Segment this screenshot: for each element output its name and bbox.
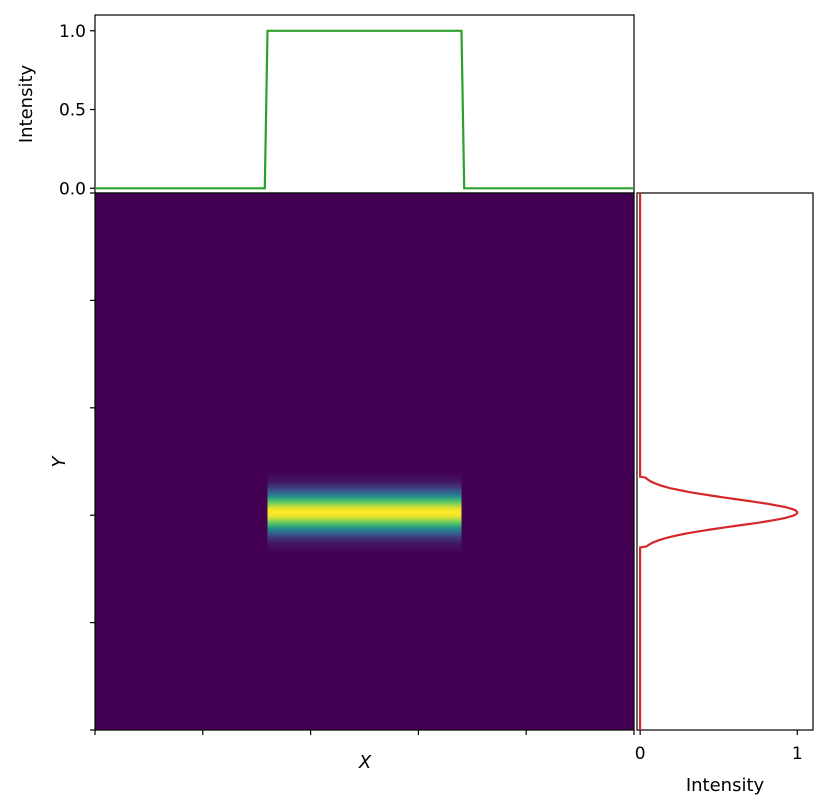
heatmap-background	[95, 193, 634, 730]
main-x-axis-label: X	[358, 752, 372, 773]
right-x-axis-label: Intensity	[686, 775, 765, 796]
right-x-tick-label: 1	[792, 744, 803, 764]
main-y-ticks	[90, 192, 95, 731]
red-intensity-line	[639, 193, 799, 730]
main-x-ticks	[94, 730, 635, 735]
green-intensity-line	[95, 29, 634, 190]
top-y-tick-label: 1.0	[59, 22, 86, 42]
top-y-tick-label: 0.5	[59, 101, 86, 121]
top-y-ticks: 0.0 0.5 1.0	[59, 22, 95, 199]
top-panel-frame	[94, 14, 635, 194]
top-panel: 0.0 0.5 1.0 Intensity	[16, 14, 635, 199]
main-panel-frame	[94, 192, 635, 731]
main-panel: X Y	[49, 192, 635, 773]
top-y-axis-label: Intensity	[16, 64, 37, 143]
right-x-tick-label: 0	[635, 744, 646, 764]
main-y-axis-label: Y	[49, 455, 70, 468]
right-panel-frame	[636, 192, 814, 731]
heatmap-bar-feature	[267, 472, 462, 553]
top-y-tick-label: 0.0	[59, 179, 86, 199]
